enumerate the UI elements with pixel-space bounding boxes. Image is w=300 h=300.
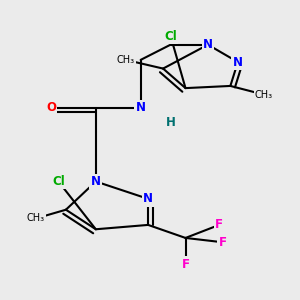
Text: F: F <box>215 218 223 231</box>
Text: CH₃: CH₃ <box>117 55 135 65</box>
Text: F: F <box>219 236 227 249</box>
Text: CH₃: CH₃ <box>255 90 273 100</box>
Text: H: H <box>166 116 176 129</box>
Text: N: N <box>203 38 213 51</box>
Text: N: N <box>233 56 243 69</box>
Text: O: O <box>46 101 56 114</box>
Text: Cl: Cl <box>52 175 65 188</box>
Text: CH₃: CH₃ <box>27 213 45 224</box>
Text: H: H <box>166 116 176 129</box>
Text: N: N <box>91 175 101 188</box>
Text: N: N <box>143 192 153 206</box>
Text: Cl: Cl <box>164 29 177 43</box>
Text: F: F <box>182 257 190 271</box>
Text: N: N <box>136 101 146 114</box>
